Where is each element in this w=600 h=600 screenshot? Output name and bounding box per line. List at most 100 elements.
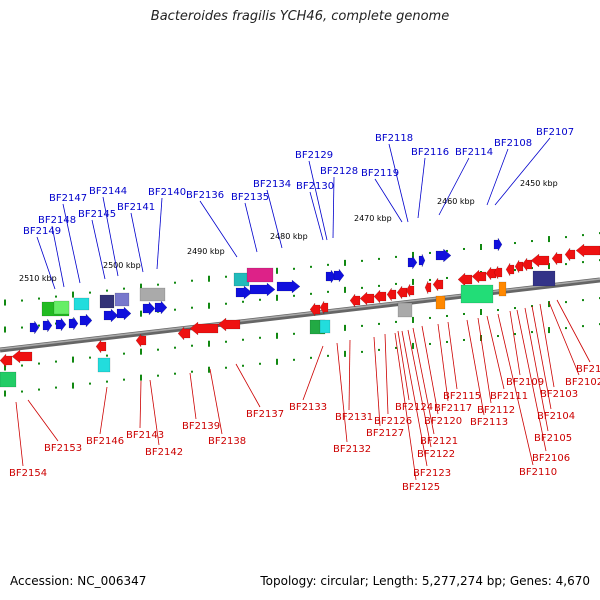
scale-tick-lower: [565, 327, 567, 330]
gene-label: BF2148: [38, 215, 76, 226]
gene-label: BF2142: [145, 447, 183, 458]
scale-tick-lower: [327, 354, 329, 357]
scale-label: 2470 kbp: [354, 214, 392, 223]
scale-tick-lower: [174, 372, 176, 375]
label-leader-line: [397, 330, 410, 401]
label-leader-line: [149, 379, 160, 446]
accession-text: Accession: NC_006347: [10, 574, 147, 588]
label-leader-line: [486, 315, 505, 390]
label-leader-line: [384, 333, 389, 415]
label-leader-line: [466, 319, 485, 416]
label-leader-line: [556, 299, 591, 363]
reverse-gene-arrow: [457, 272, 473, 287]
label-leader-line: [494, 137, 551, 206]
reverse-gene-arrow: [217, 317, 241, 332]
scale-tick-lower: [72, 382, 74, 389]
gene-label: BF2134: [253, 179, 291, 190]
label-leader-line: [99, 386, 108, 435]
scale-tick-lower: [191, 370, 193, 373]
gene-label: BF2119: [361, 168, 399, 179]
scale-tick-inner-top: [548, 263, 550, 270]
reverse-gene-arrow: [514, 259, 524, 274]
scale-tick-inner-bottom: [106, 354, 108, 357]
gene-label: BF2109: [506, 377, 544, 388]
label-leader-line: [486, 148, 509, 206]
gene-box: [97, 357, 111, 373]
scale-tick-inner-top: [191, 306, 193, 309]
gene-label: BF2103: [540, 389, 578, 400]
reverse-gene-arrow: [309, 302, 321, 317]
gene-label: BF2113: [470, 417, 508, 428]
gene-label: BF2143: [126, 430, 164, 441]
scale-tick-inner-bottom: [582, 299, 584, 302]
scale-tick-lower: [140, 374, 142, 381]
gene-box: [319, 319, 331, 334]
reverse-gene-arrow: [424, 280, 432, 295]
scale-tick-inner-bottom: [293, 332, 295, 335]
backbone-line: [0, 277, 600, 353]
scale-tick-inner-top: [565, 263, 567, 266]
label-leader-line: [531, 305, 552, 410]
reverse-gene-arrow: [95, 339, 107, 354]
scale-tick-upper: [208, 275, 210, 282]
label-leader-line: [308, 160, 328, 241]
scale-tick-inner-bottom: [565, 301, 567, 304]
label-leader-line: [15, 401, 24, 467]
scale-tick-inner-top: [344, 286, 346, 293]
gene-features: [0, 237, 600, 388]
genome-backbone: [0, 277, 600, 353]
gene-box: [73, 297, 90, 311]
scale-tick-inner-bottom: [480, 309, 482, 315]
scale-tick-inner-top: [208, 302, 210, 309]
scale-tick-upper: [463, 247, 465, 250]
scale-tick-inner-bottom: [463, 312, 465, 315]
gene-label: BF2145: [78, 209, 116, 220]
label-leader-line: [139, 380, 142, 429]
scale-label: 2450 kbp: [520, 179, 558, 188]
map-title: Bacteroides fragilis YCH46, complete gen…: [150, 9, 450, 24]
label-leader-line: [62, 203, 81, 284]
scale-tick-upper: [21, 299, 23, 302]
label-leader-line: [509, 310, 521, 376]
scale-tick-lower: [514, 333, 516, 336]
scale-tick-inner-top: [446, 276, 448, 279]
reverse-gene-arrow: [575, 243, 600, 258]
label-leader-line: [516, 309, 547, 452]
forward-gene-arrow: [407, 255, 418, 270]
scale-tick-upper: [4, 299, 6, 306]
label-leader-line: [401, 330, 428, 467]
forward-gene-arrow: [276, 279, 301, 294]
scale-tick-inner-bottom: [395, 320, 397, 323]
scale-tick-inner-bottom: [123, 352, 125, 355]
scale-tick-lower: [123, 378, 125, 381]
gene-label: BF2149: [23, 226, 61, 237]
scale-tick-lower: [344, 350, 346, 357]
reverse-gene-arrow: [432, 277, 444, 292]
scale-tick-upper: [72, 291, 74, 298]
gene-label: BF2129: [295, 150, 333, 161]
reverse-gene-arrow: [135, 333, 147, 348]
gene-label: BF2128: [320, 166, 358, 177]
scale-tick-inner-bottom: [191, 344, 193, 347]
gene-label: BF2121: [420, 436, 458, 447]
gene-label: BF2102: [565, 377, 600, 388]
label-leader-line: [336, 342, 348, 443]
scale-label: 2480 kbp: [270, 232, 308, 241]
scale-tick-inner-top: [21, 326, 23, 329]
scale-tick-inner-bottom: [378, 322, 380, 325]
gene-box: [114, 292, 130, 307]
forward-gene-arrow: [493, 237, 503, 252]
label-leader-line: [36, 236, 56, 290]
scale-tick-lower: [429, 342, 431, 345]
scale-tick-lower: [157, 374, 159, 377]
gene-label: BF2146: [86, 436, 124, 447]
reverse-gene-arrow: [521, 257, 533, 272]
gene-label: BF2135: [231, 192, 269, 203]
forward-gene-arrow: [249, 282, 276, 297]
reverse-gene-arrow: [189, 321, 219, 336]
scale-tick-inner-bottom: [4, 364, 6, 371]
reverse-gene-arrow: [471, 269, 487, 284]
scale-tick-inner-bottom: [157, 348, 159, 351]
label-leader-line: [373, 336, 381, 427]
gene-label: BF2105: [534, 433, 572, 444]
